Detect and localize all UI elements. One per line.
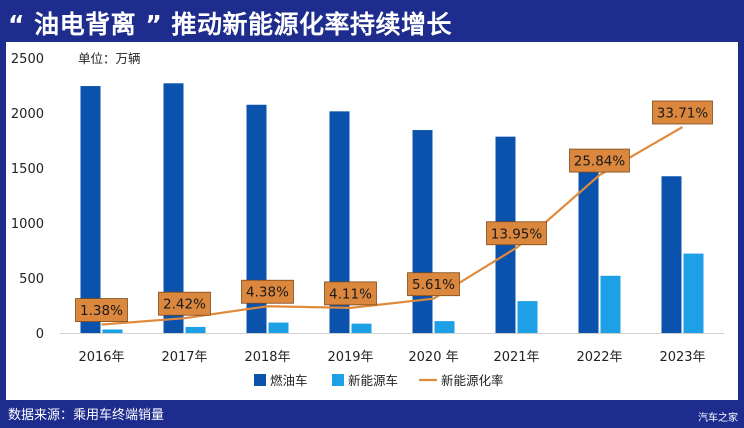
y-tick-label: 2000 xyxy=(11,107,44,122)
data-source-note: 数据来源：乘用车终端销量 xyxy=(8,408,165,423)
x-axis: 2016年 2017年 2018年 2019年 2020 年 2021年 2022年 2023… xyxy=(60,333,724,365)
rate-line-series xyxy=(101,126,684,326)
rate-label-box xyxy=(324,281,377,306)
x-tick-label: 2019年 xyxy=(327,350,373,365)
y-tick-label: 500 xyxy=(19,272,44,287)
fuel-bar xyxy=(661,176,682,333)
rate-data-label: 4.11% xyxy=(329,286,372,302)
fuel-bar-series xyxy=(80,83,682,333)
unit-label: 单位：万辆 xyxy=(78,51,141,66)
rate-data-label: 25.84% xyxy=(574,154,626,170)
fuel-bar xyxy=(329,111,350,333)
nev-bar xyxy=(351,323,372,333)
x-tick-label: 2020 年 xyxy=(408,350,458,365)
brand-logo-text: 汽车之家 xyxy=(698,413,738,424)
x-tick-label: 2021年 xyxy=(493,350,539,365)
chart-panel: 单位：万辆 0 500 1000 1500 2000 2500 2016年 2017年 201… xyxy=(6,42,738,400)
nev-bar xyxy=(683,253,704,333)
rate-data-label: 13.95% xyxy=(491,226,543,242)
x-tick-label: 2022年 xyxy=(576,350,622,365)
title-banner: “ 油电背离 ” 推动新能源化率持续增长 xyxy=(0,0,744,42)
legend-swatch-nev xyxy=(332,374,344,386)
fuel-bar xyxy=(578,167,599,333)
nev-bar xyxy=(102,329,123,333)
y-tick-label: 0 xyxy=(36,327,44,342)
rate-label-box xyxy=(75,298,128,322)
x-tick-label: 2018年 xyxy=(244,350,290,365)
rate-data-label: 33.71% xyxy=(657,105,709,121)
nev-bar xyxy=(185,326,206,333)
x-tick-label: 2017年 xyxy=(161,350,207,365)
rate-data-label: 4.38% xyxy=(246,285,289,301)
nev-bar xyxy=(600,275,621,333)
fuel-bar xyxy=(412,130,433,333)
rate-label-box xyxy=(158,291,211,316)
rate-label-box xyxy=(241,279,294,304)
rate-label-box xyxy=(569,148,630,173)
rate-label-box xyxy=(407,272,460,297)
y-tick-label: 2500 xyxy=(11,52,44,67)
legend: 燃油车 新能源车 新能源化率 xyxy=(254,373,504,388)
legend-label-fuel: 燃油车 xyxy=(270,373,308,388)
fuel-bar xyxy=(163,83,184,333)
legend-swatch-fuel xyxy=(254,374,266,386)
nev-bar xyxy=(434,321,455,333)
y-axis: 0 500 1000 1500 2000 2500 xyxy=(11,52,44,342)
fuel-bar xyxy=(80,86,101,333)
rate-data-labels: 1.38% 2.42% 4.38% 4.11% 5.61% 13.95% 25.84% 33.… xyxy=(75,100,713,322)
legend-label-rate: 新能源化率 xyxy=(441,373,504,388)
rate-label-box xyxy=(652,100,713,125)
chart-title: “ 油电背离 ” 推动新能源化率持续增长 xyxy=(8,10,452,39)
nev-bar xyxy=(517,301,538,333)
rate-data-label: 1.38% xyxy=(80,303,123,319)
rate-data-label: 2.42% xyxy=(163,297,206,313)
legend-label-nev: 新能源车 xyxy=(348,373,398,388)
x-tick-label: 2016年 xyxy=(78,350,124,365)
rate-label-box xyxy=(486,221,547,246)
nev-bar xyxy=(268,322,289,333)
nev-bar-series xyxy=(102,253,704,333)
x-tick-label: 2023年 xyxy=(659,350,705,365)
rate-line xyxy=(101,126,684,326)
rate-data-label: 5.61% xyxy=(412,277,455,293)
y-tick-label: 1500 xyxy=(11,162,44,177)
y-tick-label: 1000 xyxy=(11,217,44,232)
fuel-bar xyxy=(246,104,267,333)
